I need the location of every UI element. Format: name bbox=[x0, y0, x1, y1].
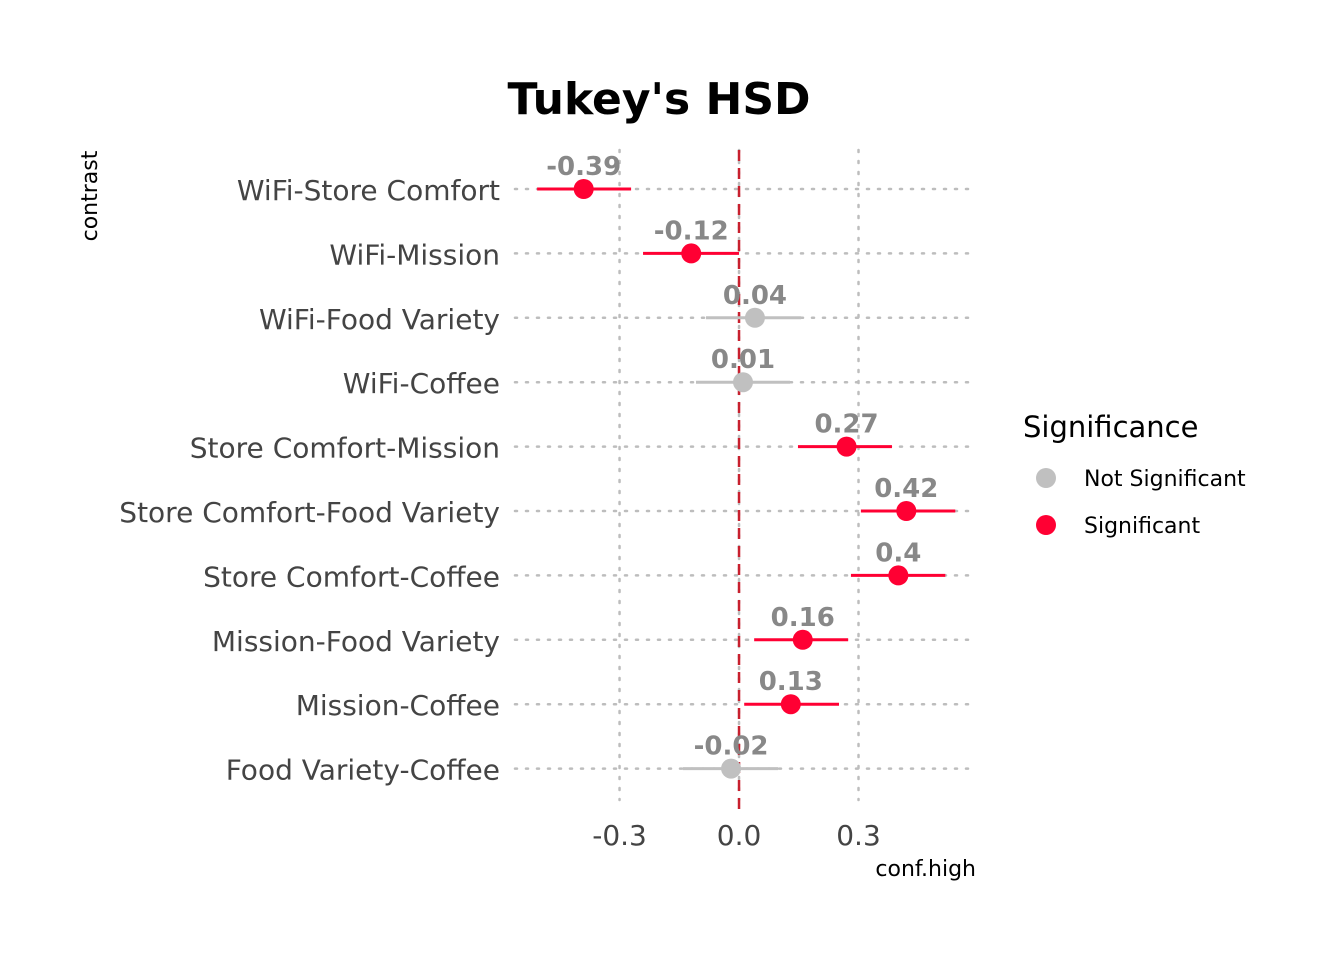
y-tick-label: Food Variety-Coffee bbox=[226, 754, 500, 787]
x-axis-title: conf.high bbox=[875, 857, 976, 882]
legend-label: Significant bbox=[1084, 514, 1200, 539]
y-tick-label: Store Comfort-Mission bbox=[190, 432, 500, 465]
y-tick-label: WiFi-Store Comfort bbox=[237, 174, 500, 207]
legend: Significance Not Significant Significant bbox=[1023, 410, 1246, 539]
grid: -0.3 0.0 0.3 WiFi-Store Comfort WiFi-Mission… bbox=[119, 148, 977, 852]
y-tick-label: Store Comfort-Coffee bbox=[203, 560, 500, 593]
y-tick-label: Store Comfort-Food Variety bbox=[119, 496, 500, 529]
data-label: 0.16 bbox=[771, 603, 835, 633]
data-label: -0.12 bbox=[654, 216, 729, 246]
data-label: -0.02 bbox=[694, 732, 769, 762]
estimate-point bbox=[792, 629, 813, 650]
marks: -0.39 -0.12 0.04 0.01 0.27 0.42 0.4 0.16 0.13 -0.… bbox=[537, 150, 956, 810]
estimate-point bbox=[896, 501, 917, 521]
data-label: -0.39 bbox=[546, 152, 621, 182]
chart-title: Tukey's HSD bbox=[507, 74, 810, 125]
data-label: 0.42 bbox=[874, 474, 938, 504]
y-tick-label: WiFi-Mission bbox=[329, 238, 500, 271]
estimate-point bbox=[780, 694, 801, 715]
estimate-point bbox=[733, 372, 754, 393]
legend-label: Not Significant bbox=[1084, 467, 1246, 492]
y-tick-label: Mission-Coffee bbox=[296, 689, 500, 722]
estimate-point bbox=[681, 243, 702, 264]
estimate-point bbox=[573, 179, 594, 199]
estimate-point bbox=[836, 436, 857, 457]
data-label: 0.27 bbox=[814, 410, 878, 440]
legend-key bbox=[1036, 468, 1056, 488]
data-label: 0.01 bbox=[711, 345, 775, 375]
data-label: 0.04 bbox=[723, 281, 787, 311]
legend-key bbox=[1036, 515, 1056, 535]
data-label: 0.13 bbox=[759, 667, 823, 697]
estimate-point bbox=[721, 758, 742, 779]
estimate-point bbox=[744, 307, 765, 328]
legend-title: Significance bbox=[1023, 410, 1198, 444]
x-tick-label: 0.0 bbox=[717, 819, 762, 852]
x-tick-label: -0.3 bbox=[592, 819, 647, 852]
data-label: 0.4 bbox=[875, 538, 921, 568]
x-tick-label: 0.3 bbox=[836, 819, 881, 852]
y-tick-label: Mission-Food Variety bbox=[212, 625, 500, 658]
y-axis-title: contrast bbox=[78, 150, 103, 241]
y-tick-label: WiFi-Coffee bbox=[343, 367, 500, 400]
estimate-point bbox=[888, 565, 909, 586]
y-tick-label: WiFi-Food Variety bbox=[259, 303, 500, 336]
